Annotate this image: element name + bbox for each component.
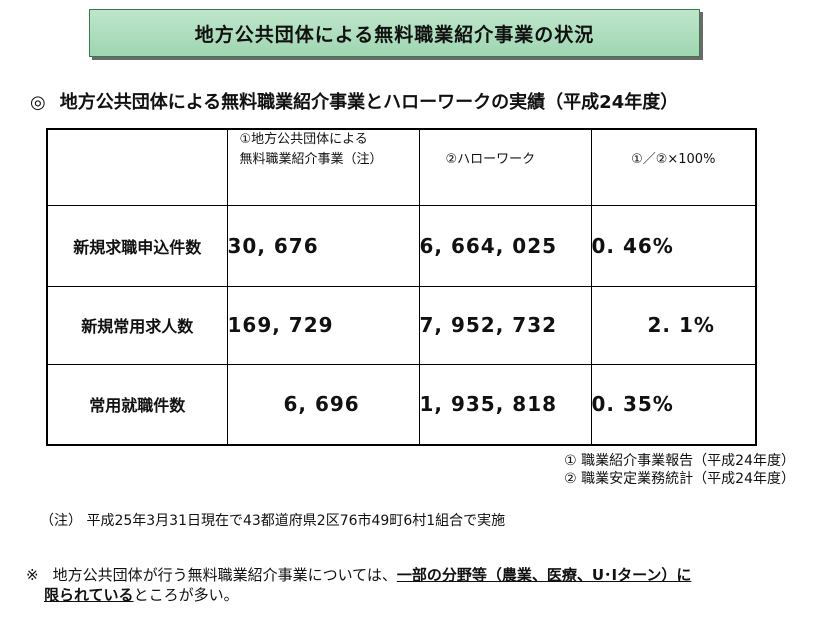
footnote: （注） 平成25年3月31日現在で43都道府県2区76市49町6村1組合で実施 [40,513,506,529]
cell-ratio: 0. 35% [590,363,757,446]
table-row: 新規求職申込件数 30, 676 6, 664, 025 0. 46% [46,204,757,287]
remark-text-1: 地方公共団体が行う無料職業紹介事業については、 [52,566,397,584]
table-row: 常用就職件数 6, 696 1, 935, 818 0. 35% [46,363,757,446]
table-header-row: ①地方公共団体による 無料職業紹介事業（注） ②ハローワーク ①／②×100% [46,128,757,206]
header-local-government: ①地方公共団体による 無料職業紹介事業（注） [226,128,420,206]
remark-underline-2: 限られている [44,586,134,604]
cell-hellowork: 6, 664, 025 [418,204,592,287]
cell-ratio: 2. 1% [590,285,757,365]
header-hello-work: ②ハローワーク [418,128,592,206]
cell-local: 6, 696 [226,363,420,446]
section-heading-text: 地方公共団体による無料職業紹介事業とハローワークの実績（平成24年度） [59,92,679,113]
remark-text-2: ところが多い。 [133,586,239,604]
cell-ratio: 0. 46% [590,204,757,287]
table-row: 新規常用求人数 169, 729 7, 952, 732 2. 1% [46,285,757,365]
cell-local: 30, 676 [226,204,420,287]
cell-hellowork: 1, 935, 818 [418,363,592,446]
remark-mark: ※ [26,566,39,584]
row-label: 新規求職申込件数 [46,204,228,287]
row-label: 新規常用求人数 [46,285,228,365]
remark-indent: 限られているところが多い。 [26,586,239,604]
remark: ※ 地方公共団体が行う無料職業紹介事業については、一部の分野等（農業、医療、U･I… [26,565,796,605]
header-empty [46,128,228,206]
source-item: ② 職業安定業務統計（平成24年度） [564,471,795,487]
results-table: ①地方公共団体による 無料職業紹介事業（注） ②ハローワーク ①／②×100% … [46,128,757,446]
source-item: ① 職業紹介事業報告（平成24年度） [564,453,795,469]
remark-underline-1: 一部の分野等（農業、医療、U･Iターン）に [396,566,692,584]
header-ratio: ①／②×100% [590,128,757,206]
cell-local: 169, 729 [226,285,420,365]
bullet-mark: ◎ [30,92,46,113]
page-title: 地方公共団体による無料職業紹介事業の状況 [89,9,700,57]
sources-list: ① 職業紹介事業報告（平成24年度） ② 職業安定業務統計（平成24年度） [564,452,795,488]
section-heading: ◎ 地方公共団体による無料職業紹介事業とハローワークの実績（平成24年度） [30,88,678,114]
header-local-government-text: ①地方公共団体による 無料職業紹介事業（注） [239,132,383,167]
row-label: 常用就職件数 [46,363,228,446]
cell-hellowork: 7, 952, 732 [418,285,592,365]
